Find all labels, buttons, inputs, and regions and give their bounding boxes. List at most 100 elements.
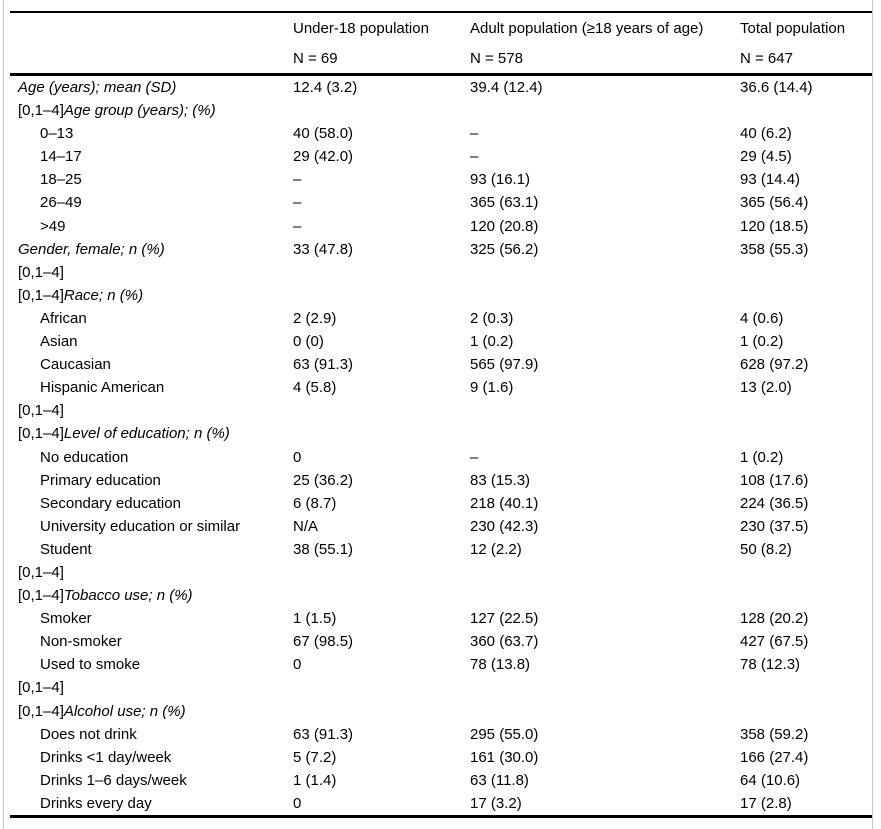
table-cell: 108 (17.6)	[740, 471, 809, 489]
column-n: N = 647	[740, 50, 793, 67]
row-label: [0,1–4]Race; n (%)	[18, 286, 144, 304]
table-right-border	[872, 0, 873, 829]
row-label: 26–49	[40, 194, 82, 212]
table-cell	[470, 676, 740, 699]
table-cell: 360 (63.7)	[470, 633, 539, 651]
row-label: Drinks every day	[40, 794, 152, 812]
column-title: Under-18 population	[293, 20, 429, 37]
table-row: 26–49 – 365 (63.1) 365 (56.4)	[10, 191, 872, 214]
table-row: Asian 0 (0) 1 (0.2) 1 (0.2)	[10, 330, 872, 353]
table-cell: 358 (55.3)	[740, 240, 809, 258]
table-cell: 325 (56.2)	[470, 240, 539, 258]
table-cell: 6 (8.7)	[293, 494, 337, 512]
table-top-rule	[10, 11, 872, 13]
column-title: Total population	[740, 20, 846, 37]
table-cell: 63 (11.8)	[470, 771, 529, 789]
table-cell	[740, 99, 872, 122]
table-cell: 63 (91.3)	[293, 725, 354, 743]
table-row: Secondary education 6 (8.7) 218 (40.1) 224 …	[10, 492, 872, 515]
table-cell	[470, 99, 740, 122]
header-empty-cell	[10, 13, 293, 73]
header-col-adult: Adult population (≥18 years of age) N = …	[470, 13, 740, 73]
table-cell: 161 (30.0)	[470, 748, 539, 766]
table-row: Smoker 1 (1.5) 127 (22.5) 128 (20.2)	[10, 607, 872, 630]
table-cell: 17 (3.2)	[470, 794, 522, 812]
row-label: [0,1–4]Level of education; n (%)	[18, 425, 230, 443]
table-cell: 0	[293, 794, 302, 812]
row-label: Used to smoke	[40, 656, 141, 674]
table-cell: 2 (0.3)	[470, 309, 514, 327]
table-cell: 40 (58.0)	[293, 125, 354, 143]
table-cell	[470, 700, 740, 723]
row-label: Drinks 1–6 days/week	[40, 771, 187, 789]
table-cell: 2 (2.9)	[293, 309, 337, 327]
row-label: Non-smoker	[40, 633, 122, 651]
table-cell: 12.4 (3.2)	[293, 79, 358, 96]
table-cell: 38 (55.1)	[293, 540, 354, 558]
table-cell: –	[293, 217, 302, 235]
table-cell: 0	[293, 448, 302, 466]
table-row: 0–13 40 (58.0) – 40 (6.2)	[10, 122, 872, 145]
table-cell: 9 (1.6)	[470, 379, 514, 397]
row-label: [0,1–4]	[18, 679, 64, 697]
row-label: Primary education	[40, 471, 161, 489]
table-cell: 93 (14.4)	[740, 171, 801, 189]
table-cell	[293, 676, 470, 699]
row-label: >49	[40, 217, 66, 235]
table-row: [0,1–4]Race; n (%)	[10, 284, 872, 307]
table-row: Age (years); mean (SD) 12.4 (3.2) 39.4 (12…	[10, 76, 872, 99]
table-cell	[740, 676, 872, 699]
row-label: Age (years); mean (SD)	[18, 79, 177, 96]
table-row: [0,1–4]	[10, 561, 872, 584]
table-left-border	[3, 0, 4, 829]
table-cell: 83 (15.3)	[470, 471, 531, 489]
table-cell: 93 (16.1)	[470, 171, 531, 189]
table-cell	[470, 399, 740, 422]
table-bottom-rule	[10, 815, 872, 818]
table-header-rule	[10, 73, 872, 76]
table-row: Drinks 1–6 days/week 1 (1.4) 63 (11.8) 64 (…	[10, 769, 872, 792]
row-label: University education or similar	[40, 517, 241, 535]
table-row: Caucasian 63 (91.3) 565 (97.9) 628 (97.2)	[10, 353, 872, 376]
table-cell	[740, 284, 872, 307]
row-label: Does not drink	[40, 725, 137, 743]
row-label: [0,1–4]	[18, 563, 64, 581]
table-cell	[470, 261, 740, 284]
table-cell	[293, 99, 470, 122]
table-cell: 127 (22.5)	[470, 610, 539, 628]
table-cell: –	[470, 148, 479, 166]
table-cell: 1 (0.2)	[740, 333, 784, 351]
table-cell: 565 (97.9)	[470, 356, 539, 374]
column-title: Adult population (≥18 years of age)	[470, 20, 704, 37]
row-label: [0,1–4]	[18, 402, 64, 420]
table-row: Hispanic American 4 (5.8) 9 (1.6) 13 (2.0)	[10, 376, 872, 399]
demographics-table: Under-18 population N = 69 Adult populat…	[10, 11, 872, 818]
table-cell	[470, 561, 740, 584]
table-cell: 365 (63.1)	[470, 194, 539, 212]
table-cell	[470, 284, 740, 307]
table-cell: 12 (2.2)	[470, 540, 522, 558]
table-cell: 78 (13.8)	[470, 656, 531, 674]
table-cell: 78 (12.3)	[740, 656, 801, 674]
table-cell: –	[470, 125, 479, 143]
row-label: 14–17	[40, 148, 82, 166]
table-cell: 50 (8.2)	[740, 540, 792, 558]
column-n: N = 69	[293, 50, 338, 67]
row-label: African	[40, 309, 87, 327]
table-cell: 17 (2.8)	[740, 794, 792, 812]
row-label: 0–13	[40, 125, 74, 143]
table-row: [0,1–4]Alcohol use; n (%)	[10, 700, 872, 723]
table-cell: 13 (2.0)	[740, 379, 792, 397]
table-cell: 218 (40.1)	[470, 494, 539, 512]
row-label: Student	[40, 540, 92, 558]
table-cell: 64 (10.6)	[740, 771, 801, 789]
table-cell	[740, 700, 872, 723]
table-cell	[293, 584, 470, 607]
table-cell: 166 (27.4)	[740, 748, 809, 766]
table-cell: 120 (20.8)	[470, 217, 539, 235]
table-cell: –	[470, 448, 479, 466]
table-body: Age (years); mean (SD) 12.4 (3.2) 39.4 (12…	[10, 76, 872, 815]
table-cell	[293, 422, 470, 445]
table-cell: 365 (56.4)	[740, 194, 809, 212]
row-label: [0,1–4]	[18, 263, 64, 281]
